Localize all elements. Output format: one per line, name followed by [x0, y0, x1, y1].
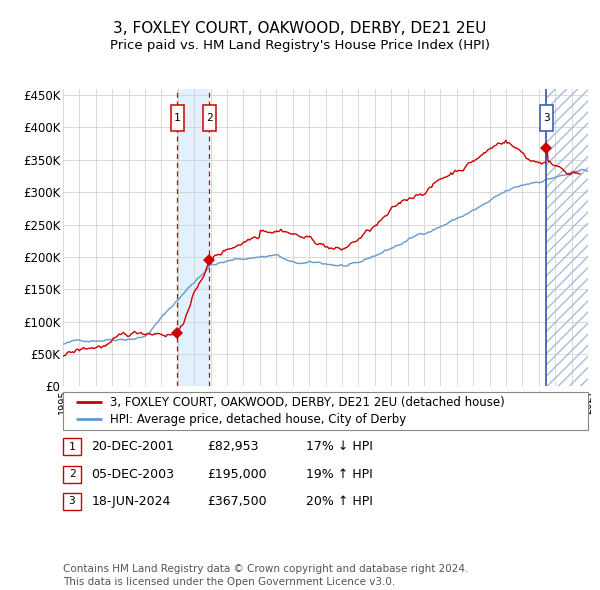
Text: Contains HM Land Registry data © Crown copyright and database right 2024.
This d: Contains HM Land Registry data © Crown c…	[63, 564, 469, 587]
Text: 05-DEC-2003: 05-DEC-2003	[91, 468, 174, 481]
Text: 20% ↑ HPI: 20% ↑ HPI	[306, 495, 373, 508]
Text: £195,000: £195,000	[207, 468, 266, 481]
Text: £367,500: £367,500	[207, 495, 266, 508]
Text: 1: 1	[174, 113, 181, 123]
Text: Price paid vs. HM Land Registry's House Price Index (HPI): Price paid vs. HM Land Registry's House …	[110, 39, 490, 52]
Text: 3: 3	[543, 113, 550, 123]
Text: 19% ↑ HPI: 19% ↑ HPI	[306, 468, 373, 481]
Text: 2: 2	[68, 470, 76, 479]
Text: HPI: Average price, detached house, City of Derby: HPI: Average price, detached house, City…	[110, 413, 407, 426]
Text: £82,953: £82,953	[207, 440, 259, 453]
Text: 17% ↓ HPI: 17% ↓ HPI	[306, 440, 373, 453]
Text: 1: 1	[68, 442, 76, 451]
FancyBboxPatch shape	[203, 104, 215, 130]
Text: 3, FOXLEY COURT, OAKWOOD, DERBY, DE21 2EU: 3, FOXLEY COURT, OAKWOOD, DERBY, DE21 2E…	[113, 21, 487, 35]
Text: 2: 2	[206, 113, 213, 123]
Bar	[178, 88, 209, 386]
Text: 18-JUN-2024: 18-JUN-2024	[91, 495, 170, 508]
FancyBboxPatch shape	[171, 104, 184, 130]
Bar	[547, 88, 588, 386]
FancyBboxPatch shape	[63, 392, 588, 430]
Text: 20-DEC-2001: 20-DEC-2001	[91, 440, 174, 453]
Text: 3: 3	[68, 497, 76, 506]
FancyBboxPatch shape	[540, 104, 553, 130]
Text: 3, FOXLEY COURT, OAKWOOD, DERBY, DE21 2EU (detached house): 3, FOXLEY COURT, OAKWOOD, DERBY, DE21 2E…	[110, 396, 505, 409]
